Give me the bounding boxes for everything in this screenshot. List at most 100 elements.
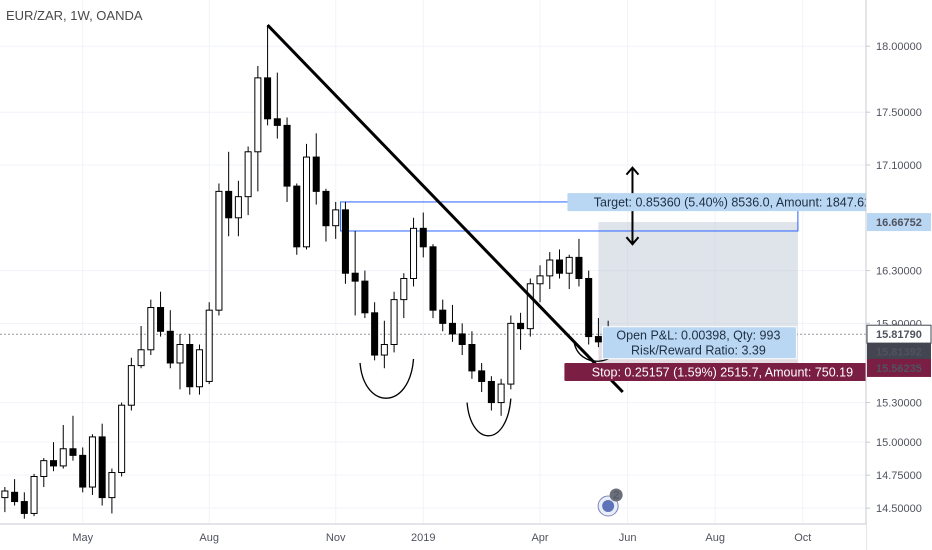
target-label-box <box>567 193 898 212</box>
candle <box>575 256 583 279</box>
stop-label: Stop: 0.25157 (1.59%) 2515.7, Amount: 75… <box>592 365 853 379</box>
candle <box>410 227 418 279</box>
candle <box>1 490 9 499</box>
y-tick-label: 17.10000 <box>876 160 922 172</box>
candle <box>341 209 349 274</box>
candle <box>40 460 48 477</box>
candle <box>439 309 447 324</box>
y-tick-label: 16.30000 <box>876 266 922 278</box>
x-tick-label: May <box>72 532 93 544</box>
event-flag-icon <box>602 500 615 512</box>
time-axis <box>0 524 866 550</box>
y-tick-label: 17.50000 <box>876 107 922 119</box>
candle <box>273 118 281 126</box>
pnl-box <box>601 326 797 360</box>
price-tag-label: 15.81392 <box>876 347 922 359</box>
candle <box>176 343 184 364</box>
y-tick-label: 14.75000 <box>876 470 922 482</box>
candle <box>380 343 388 356</box>
event-count-badge <box>609 488 623 502</box>
candle <box>517 322 525 330</box>
candle <box>594 336 602 343</box>
candle <box>234 196 242 219</box>
x-tick-label: Apr <box>531 532 548 544</box>
candle <box>555 259 564 274</box>
candle <box>400 277 408 301</box>
candle <box>118 404 126 474</box>
price-tag-label: 16.66752 <box>876 217 922 229</box>
symbol-title: EUR/ZAR, 1W, OANDA <box>6 8 143 23</box>
candle <box>507 322 515 385</box>
candle <box>312 156 320 192</box>
x-tick-label: 2019 <box>411 532 435 544</box>
candle <box>147 307 155 351</box>
x-tick-label: Jun <box>619 532 637 544</box>
arrow-head-down <box>625 236 640 246</box>
x-tick-label: Aug <box>199 532 219 544</box>
candle <box>264 77 272 120</box>
trend-line <box>266 24 624 394</box>
candle <box>283 124 291 187</box>
candle <box>478 370 486 382</box>
candle <box>88 436 96 488</box>
pattern-arc <box>359 358 415 399</box>
candle <box>448 322 456 335</box>
candle <box>98 436 106 499</box>
candle <box>225 190 233 219</box>
candle <box>390 299 398 345</box>
candle <box>536 275 544 285</box>
candle <box>215 190 223 311</box>
candle <box>195 349 203 388</box>
candle <box>302 156 311 248</box>
target-label: Target: 0.85360 (5.40%) 8536.0, Amount: … <box>594 196 871 210</box>
candle <box>546 259 554 277</box>
candle <box>487 380 495 404</box>
candle <box>244 151 252 198</box>
candle <box>293 185 301 248</box>
candle <box>186 343 194 388</box>
candle <box>108 472 116 499</box>
candle <box>565 256 573 274</box>
candle <box>332 209 340 227</box>
candle <box>69 448 77 456</box>
candle <box>497 383 505 404</box>
x-tick-label: Oct <box>794 532 811 544</box>
candle <box>205 309 213 382</box>
candle <box>166 330 174 364</box>
y-tick-label: 15.30000 <box>876 398 922 410</box>
candle <box>361 280 369 314</box>
x-tick-label: Aug <box>705 532 725 544</box>
candle <box>79 454 87 488</box>
candle <box>458 333 466 345</box>
candle <box>11 491 19 503</box>
price-tag-box <box>867 342 931 361</box>
candle <box>59 448 67 467</box>
candle <box>526 283 534 330</box>
arrow-head-up <box>625 166 640 176</box>
candle <box>429 246 437 311</box>
candle <box>127 365 135 406</box>
x-tick-label: Nov <box>326 532 346 544</box>
candle <box>351 272 359 282</box>
candle <box>20 501 28 514</box>
y-tick-label: 18.00000 <box>876 41 922 53</box>
pattern-arc <box>466 398 512 437</box>
price-tag-label: 15.56235 <box>876 363 922 375</box>
price-tag-box <box>867 213 931 232</box>
y-tick-label: 15.00000 <box>876 437 922 449</box>
rr-label: Risk/Reward Ratio: 3.39 <box>631 344 766 358</box>
price-axis <box>866 0 932 550</box>
candle <box>157 307 165 332</box>
y-tick-label: 14.50000 <box>876 503 922 515</box>
candle <box>30 475 38 514</box>
candle <box>50 460 58 467</box>
candle <box>322 190 330 227</box>
pnl-label: Open P&L: 0.00398, Qty: 993 <box>616 329 780 343</box>
price-tag-label: 15.81790 <box>876 329 922 341</box>
candle <box>419 227 427 248</box>
candle <box>585 277 593 338</box>
stop-label-box <box>564 362 881 381</box>
event-count: 2 <box>613 490 619 502</box>
